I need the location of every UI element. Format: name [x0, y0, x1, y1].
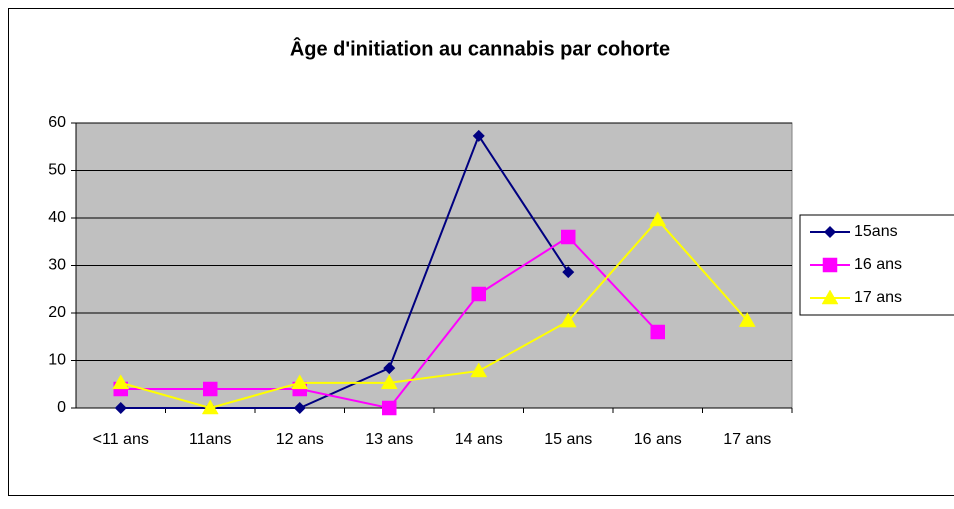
chart-title: Âge d'initiation au cannabis par cohorte	[290, 36, 670, 60]
y-tick-label: 40	[48, 209, 66, 226]
y-tick-label: 50	[48, 162, 66, 179]
marker	[382, 401, 396, 415]
y-tick-label: 20	[48, 304, 66, 321]
marker	[561, 230, 575, 244]
y-tick-label: 0	[57, 399, 66, 416]
y-tick-label: 60	[48, 114, 66, 131]
y-tick-label: 10	[48, 352, 66, 369]
marker	[823, 258, 837, 272]
x-tick-label: 16 ans	[634, 431, 682, 448]
legend-label: 17 ans	[854, 289, 902, 306]
x-tick-label: 13 ans	[365, 431, 413, 448]
legend-label: 16 ans	[854, 256, 902, 273]
x-tick-label: <11 ans	[93, 431, 149, 448]
y-tick-label: 30	[48, 257, 66, 274]
x-tick-label: 17 ans	[723, 431, 771, 448]
x-tick-label: 12 ans	[276, 431, 324, 448]
x-tick-label: 14 ans	[455, 431, 503, 448]
marker	[203, 382, 217, 396]
x-tick-label: 15 ans	[544, 431, 592, 448]
legend-label: 15ans	[854, 223, 898, 240]
marker	[472, 287, 486, 301]
marker	[651, 325, 665, 339]
x-tick-label: 11ans	[189, 431, 231, 448]
